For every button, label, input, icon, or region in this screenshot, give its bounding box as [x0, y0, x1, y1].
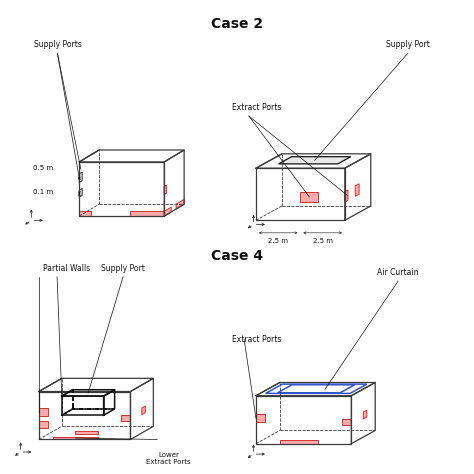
Text: Lower
Extract Ports: Lower Extract Ports: [146, 452, 191, 465]
Text: Partial Walls: Partial Walls: [44, 264, 91, 273]
Text: 0.5 m: 0.5 m: [33, 165, 53, 171]
Polygon shape: [53, 437, 99, 439]
Polygon shape: [279, 157, 351, 164]
Polygon shape: [130, 211, 164, 216]
Text: Extract Ports: Extract Ports: [232, 103, 282, 112]
Polygon shape: [256, 414, 265, 422]
Polygon shape: [280, 440, 318, 444]
Polygon shape: [342, 419, 351, 426]
Text: 2.5 m: 2.5 m: [313, 238, 333, 244]
Text: Air Curtain: Air Curtain: [377, 268, 419, 277]
Polygon shape: [79, 188, 82, 197]
Text: 2.5 m: 2.5 m: [268, 238, 288, 244]
Text: Supply Ports: Supply Ports: [34, 40, 82, 49]
Polygon shape: [39, 408, 48, 416]
Polygon shape: [164, 185, 167, 194]
Text: Supply Port: Supply Port: [386, 40, 429, 49]
Polygon shape: [79, 172, 82, 182]
Polygon shape: [355, 184, 359, 196]
Polygon shape: [164, 207, 171, 216]
Polygon shape: [75, 431, 99, 434]
Text: Extract Ports: Extract Ports: [232, 335, 282, 344]
Polygon shape: [79, 211, 91, 216]
Polygon shape: [301, 191, 318, 202]
Polygon shape: [345, 190, 348, 202]
Polygon shape: [176, 200, 184, 209]
Text: Supply Port: Supply Port: [101, 264, 145, 273]
Text: 0.1 m: 0.1 m: [33, 189, 53, 195]
Polygon shape: [363, 410, 367, 419]
Polygon shape: [142, 406, 146, 415]
Text: Case 4: Case 4: [211, 249, 263, 263]
Polygon shape: [121, 415, 130, 421]
Polygon shape: [39, 421, 48, 428]
Text: Case 2: Case 2: [211, 17, 263, 31]
